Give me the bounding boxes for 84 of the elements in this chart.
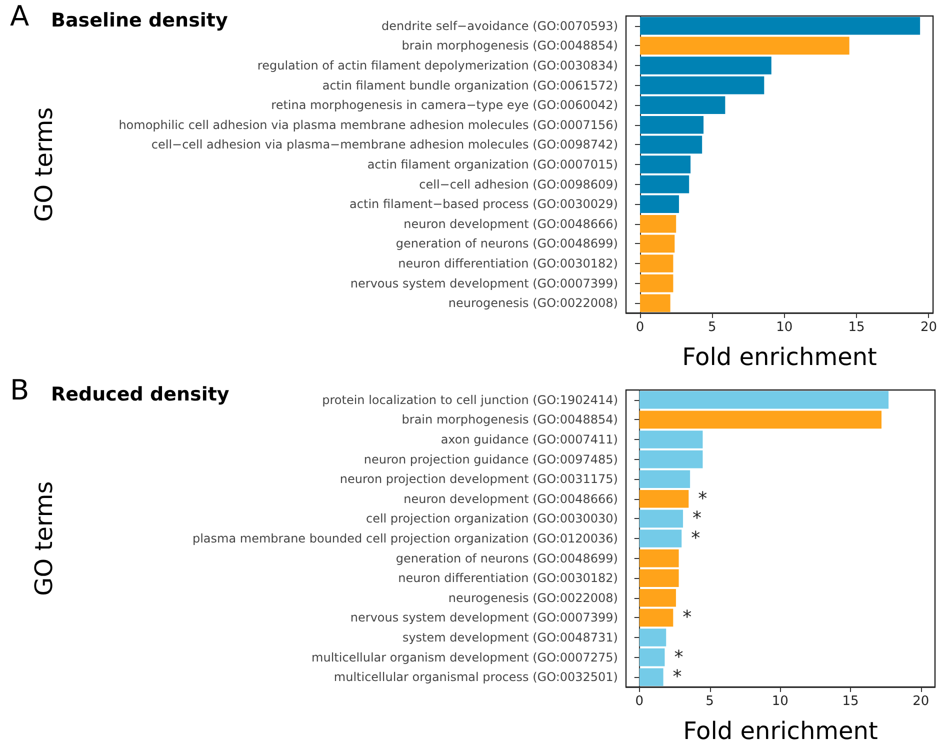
x-tick-label: 5: [708, 320, 716, 335]
y-tick-label: nervous system development (GO:0007399): [350, 276, 618, 290]
bar: [640, 195, 679, 214]
y-tick-label: cell−cell adhesion (GO:0098609): [419, 177, 618, 192]
bar: [639, 648, 665, 666]
bar: [640, 96, 726, 114]
text: Reduced density: [51, 384, 230, 406]
bar: [639, 608, 674, 627]
y-tick-label: nervous system development (GO:0007399): [350, 610, 618, 625]
bar: [640, 16, 920, 35]
y-tick-label: neuron differentiation (GO:0030182): [398, 256, 618, 270]
annotation: *: [691, 528, 700, 549]
y-tick-label: dendrite self−avoidance (GO:0070593): [381, 18, 618, 33]
y-axis-title: GO terms: [30, 481, 58, 596]
y-tick-label: neurogenesis (GO:0022008): [448, 296, 618, 310]
bar: [640, 274, 674, 292]
y-tick-label: retina morphogenesis in camera−type eye (GO:0060042): [271, 98, 618, 112]
y-tick-label: generation of neurons (GO:0048699): [396, 551, 618, 566]
bar: [639, 470, 690, 488]
bar: [639, 390, 889, 409]
y-tick-label: neurogenesis (GO:0022008): [448, 590, 618, 605]
x-tick-label: 10: [772, 694, 788, 709]
y-tick-label: generation of neurons (GO:0048699): [396, 236, 618, 251]
bar: [639, 668, 664, 686]
bar: [640, 254, 674, 272]
y-tick-label: multicellular organismal process (GO:0032501): [334, 670, 618, 684]
x-axis-title: Fold enrichment: [682, 343, 877, 371]
y-tick-label: neuron development (GO:0048666): [404, 492, 618, 506]
y-tick-label: neuron development (GO:0048666): [404, 216, 618, 231]
x-tick-label: 20: [920, 320, 937, 335]
x-tick-label: 15: [848, 320, 865, 335]
bar: [640, 116, 704, 134]
y-tick-label: actin filament bundle organization (GO:0061572): [322, 78, 618, 92]
bar: [639, 490, 689, 508]
y-tick-label: regulation of actin filament depolymerization (GO:0030834): [257, 58, 618, 72]
bar: [640, 76, 764, 94]
bar: [639, 628, 666, 646]
x-tick-label: 0: [635, 694, 644, 709]
bar: [640, 36, 850, 55]
x-tick-label: 0: [636, 320, 644, 335]
bar: [640, 136, 702, 154]
bar: [639, 510, 684, 528]
annotation: *: [698, 488, 708, 510]
bar: [640, 234, 675, 253]
annotation: *: [672, 666, 682, 688]
bar: [639, 549, 679, 568]
y-tick-label: protein localization to cell junction (GO:1902414): [322, 392, 618, 407]
bar: [640, 294, 670, 312]
y-tick-label: actin filament−based process (GO:0030029): [350, 197, 618, 212]
y-tick-label: multicellular organism development (GO:0007275): [312, 650, 618, 664]
y-tick-label: neuron differentiation (GO:0030182): [398, 571, 618, 586]
annotation: *: [692, 508, 702, 530]
bar: [640, 156, 691, 174]
y-tick-label: neuron projection guidance (GO:0097485): [364, 452, 618, 466]
bar: [639, 430, 703, 448]
y-tick-label: axon guidance (GO:0007411): [440, 432, 618, 446]
bar: [639, 530, 682, 548]
bar: [640, 175, 690, 194]
bar: [640, 214, 676, 233]
x-tick-label: 5: [706, 694, 714, 709]
y-axis-title: GO terms: [30, 107, 58, 222]
y-tick-label: neuron projection development (GO:0031175): [340, 472, 618, 486]
bar: [639, 450, 703, 468]
x-axis-title: Fold enrichment: [683, 717, 878, 745]
annotation: *: [682, 607, 692, 628]
y-tick-label: cell−cell adhesion via plasma−membrane adhesion molecules (GO:0098742): [151, 138, 618, 152]
y-tick-label: homophilic cell adhesion via plasma membrane adhesion molecules (GO:0007156): [118, 118, 618, 132]
y-tick-label: cell projection organization (GO:0030030): [366, 512, 618, 526]
x-tick-label: 15: [842, 694, 859, 709]
bar: [639, 588, 676, 607]
text: A: [10, 0, 30, 32]
bar: [639, 569, 679, 588]
bar: [640, 56, 772, 74]
text: B: [10, 374, 30, 406]
y-tick-label: brain morphogenesis (GO:0048854): [402, 38, 618, 53]
y-tick-label: brain morphogenesis (GO:0048854): [402, 412, 618, 427]
x-tick-label: 20: [912, 694, 930, 709]
x-tick-label: 10: [776, 320, 793, 335]
annotation: *: [674, 646, 684, 668]
y-tick-label: plasma membrane bounded cell projection organization (GO:0120036): [192, 532, 618, 546]
bar: [639, 410, 882, 429]
y-tick-label: system development (GO:0048731): [402, 630, 618, 644]
text: Baseline density: [51, 10, 228, 32]
y-tick-label: actin filament organization (GO:0007015): [367, 158, 618, 172]
